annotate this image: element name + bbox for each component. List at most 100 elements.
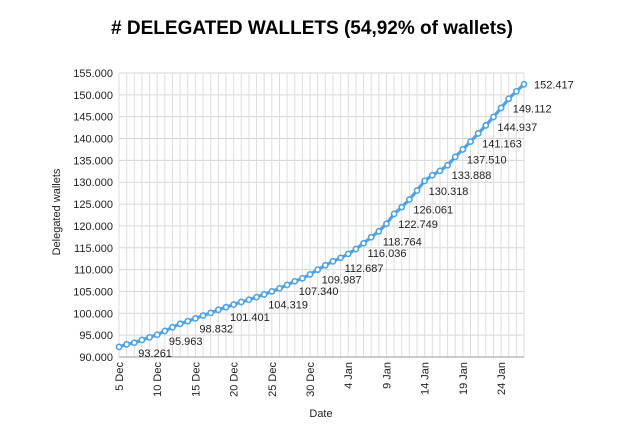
data-point xyxy=(467,138,474,145)
data-point xyxy=(176,320,184,328)
data-label: 93.261 xyxy=(138,348,172,360)
data-point xyxy=(245,296,253,304)
x-tick-label: 30 Dec xyxy=(305,362,317,397)
data-label: 98.832 xyxy=(199,323,233,335)
y-tick-label: 120.000 xyxy=(73,221,113,233)
data-label: 122.749 xyxy=(398,219,438,231)
data-point xyxy=(436,167,444,175)
data-point xyxy=(260,291,268,298)
y-tick-label: 105.000 xyxy=(73,286,113,298)
data-point xyxy=(298,274,306,282)
x-tick-label: 19 Jan xyxy=(458,362,470,395)
y-tick-label: 90.000 xyxy=(79,352,113,364)
x-tick-label: 4 Jan xyxy=(343,362,355,389)
y-tick-label: 100.000 xyxy=(73,308,113,320)
x-tick-label: 15 Dec xyxy=(190,362,202,397)
y-tick-label: 125.000 xyxy=(73,199,113,211)
data-point xyxy=(169,323,176,331)
data-point xyxy=(291,277,299,285)
data-point xyxy=(375,227,383,235)
data-point xyxy=(482,122,490,129)
x-tick-label: 14 Jan xyxy=(420,362,432,395)
data-label: 144.937 xyxy=(497,122,537,134)
chart-title: # DELEGATED WALLETS (54,92% of wallets) xyxy=(111,18,513,39)
x-tick-label: 9 Jan xyxy=(381,362,393,389)
data-label: 112.687 xyxy=(345,263,384,275)
data-point xyxy=(230,301,238,308)
data-point xyxy=(490,113,497,121)
data-label: 126.061 xyxy=(413,204,453,216)
data-point xyxy=(184,317,192,325)
data-point xyxy=(268,288,276,295)
data-point xyxy=(222,303,230,311)
data-point xyxy=(398,203,406,211)
data-point xyxy=(405,196,413,203)
y-tick-label: 130.000 xyxy=(73,177,113,189)
data-point xyxy=(413,187,421,194)
data-point xyxy=(421,177,429,185)
data-point xyxy=(283,281,291,289)
data-point xyxy=(115,343,123,351)
y-tick-label: 135.000 xyxy=(73,155,113,167)
data-point xyxy=(207,309,215,317)
data-point xyxy=(146,333,153,341)
x-tick-label: 25 Dec xyxy=(267,362,279,397)
y-axis-title: Delegated wallets xyxy=(51,168,63,255)
x-tick-label: 5 Dec xyxy=(114,362,126,391)
data-point xyxy=(512,87,520,95)
data-point xyxy=(199,312,207,319)
y-tick-label: 140.000 xyxy=(73,134,113,146)
x-tick-label: 20 Dec xyxy=(229,362,241,397)
data-label: 104.319 xyxy=(268,299,308,311)
data-label: 107.340 xyxy=(299,286,339,298)
data-point xyxy=(428,171,436,179)
data-labels: 93.26195.96398.832101.401104.319107.3401… xyxy=(138,79,573,359)
data-point xyxy=(153,331,161,339)
data-point xyxy=(344,250,352,258)
data-point xyxy=(314,266,322,274)
data-label: 118.764 xyxy=(383,236,422,248)
data-point xyxy=(123,340,131,348)
data-point xyxy=(214,306,222,314)
data-point xyxy=(352,245,360,253)
x-axis-title: Date xyxy=(309,408,332,420)
data-point xyxy=(497,104,505,112)
x-tick-label: 10 Dec xyxy=(152,362,164,397)
y-tick-label: 145.000 xyxy=(73,112,113,124)
data-label: 152.417 xyxy=(534,79,574,91)
y-tick-label: 115.000 xyxy=(74,243,113,255)
x-axis-ticks: 5 Dec 10 Dec 15 Dec 20 Dec 25 Dec 30 Dec 4 Jan… xyxy=(114,362,508,397)
data-point xyxy=(505,95,513,103)
data-point xyxy=(276,285,283,292)
data-label: 141.163 xyxy=(482,138,522,150)
data-point xyxy=(444,161,451,169)
data-point xyxy=(367,233,375,241)
data-point xyxy=(321,261,329,269)
data-label: 133.888 xyxy=(452,170,492,182)
data-label: 95.963 xyxy=(169,336,203,348)
series-line xyxy=(115,80,528,351)
data-point xyxy=(138,336,146,344)
data-point xyxy=(192,315,199,322)
data-label: 116.036 xyxy=(368,248,407,260)
data-label: 130.318 xyxy=(429,186,469,198)
y-tick-label: 95.000 xyxy=(79,330,113,342)
data-point xyxy=(130,339,138,347)
data-point xyxy=(337,254,345,262)
data-point xyxy=(383,220,390,228)
data-point xyxy=(459,146,467,153)
data-label: 137.510 xyxy=(467,154,507,166)
data-point xyxy=(253,293,260,301)
data-point xyxy=(520,80,528,88)
gridlines xyxy=(118,72,525,358)
data-point xyxy=(451,153,459,161)
y-axis-ticks: 90.000 95.000 100.000 105.000 110.000 115.000… xyxy=(73,68,113,364)
data-point xyxy=(161,327,169,335)
y-tick-label: 150.000 xyxy=(73,90,113,102)
x-tick-label: 24 Jan xyxy=(496,362,508,395)
data-point xyxy=(237,298,245,306)
data-point xyxy=(474,130,482,137)
data-point xyxy=(329,257,337,265)
data-point xyxy=(390,210,398,218)
